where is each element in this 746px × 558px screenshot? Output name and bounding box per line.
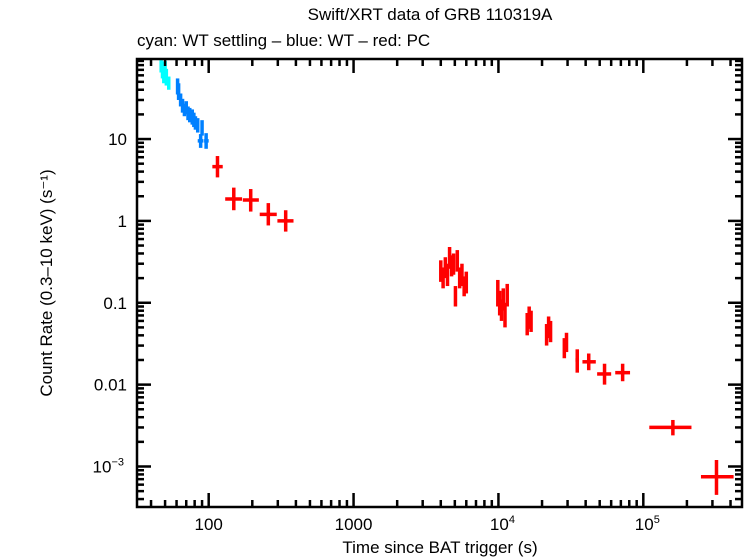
data-point	[166, 76, 171, 90]
data-point	[451, 253, 456, 275]
data-point	[544, 324, 549, 346]
x-tick-label: 105	[635, 514, 660, 534]
data-point	[546, 316, 551, 339]
data-point	[464, 271, 469, 294]
data-point	[529, 310, 533, 332]
tick-labels: 100 1000 104 105 10 1 0.1 0.01 10−3	[93, 130, 660, 534]
data-point	[242, 189, 259, 212]
series-wt-settling	[159, 60, 171, 90]
y-tick-label: 10−3	[93, 456, 124, 476]
data-point	[505, 283, 509, 307]
data-point	[597, 363, 612, 385]
data-point	[439, 260, 443, 282]
data-point	[259, 203, 277, 226]
data-point	[457, 267, 462, 289]
data-point	[460, 263, 464, 287]
y-tick-label: 0.01	[94, 376, 127, 395]
data-point	[225, 187, 243, 211]
data-point	[193, 116, 198, 130]
data-point	[548, 320, 553, 343]
y-tick-label: 10	[108, 130, 127, 149]
x-tick-label: 100	[195, 515, 223, 534]
data-point	[503, 302, 507, 328]
series-pc	[212, 156, 734, 495]
x-tick-label: 1000	[335, 515, 373, 534]
data-point	[204, 133, 209, 149]
data-point	[445, 263, 450, 287]
data-series-layer	[159, 60, 734, 495]
data-point	[615, 363, 631, 382]
data-point	[462, 276, 466, 297]
axis-ticks	[137, 59, 742, 507]
data-point	[453, 286, 458, 307]
chart-title: Swift/XRT data of GRB 110319A	[308, 5, 553, 24]
data-point	[176, 83, 181, 100]
data-point	[649, 419, 692, 436]
data-point	[575, 349, 580, 373]
data-point	[582, 353, 596, 371]
chart-subtitle: cyan: WT settling – blue: WT – red: PC	[137, 31, 430, 50]
series-wt	[175, 78, 209, 149]
data-point	[187, 107, 192, 123]
data-point	[277, 210, 294, 232]
data-point	[564, 332, 569, 353]
y-axis-label: Count Rate (0.3–10 keV) (s⁻¹)	[37, 169, 56, 396]
data-point	[197, 134, 204, 148]
plot-frame	[135, 57, 744, 509]
data-point	[212, 156, 223, 178]
y-tick-label: 0.1	[103, 294, 127, 313]
data-point	[195, 118, 200, 133]
data-point	[200, 120, 204, 136]
data-point	[455, 250, 460, 272]
y-tick-label: 1	[118, 212, 127, 231]
data-point	[700, 460, 734, 495]
x-tick-label: 104	[490, 514, 515, 534]
x-axis-label: Time since BAT trigger (s)	[342, 538, 537, 557]
